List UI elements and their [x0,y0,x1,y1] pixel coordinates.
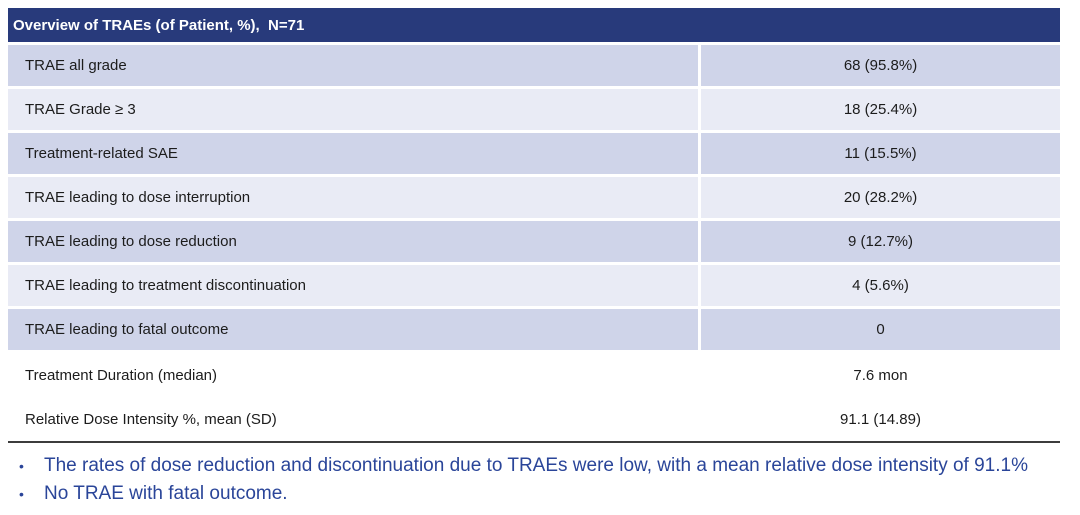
horizontal-rule [8,441,1060,443]
row-label: Treatment Duration (median) [8,353,698,397]
row-label: TRAE leading to dose reduction [8,221,698,262]
row-value: 91.1 (14.89) [701,397,1060,441]
row-value: 20 (28.2%) [701,177,1060,218]
row-value: 11 (15.5%) [701,133,1060,174]
row-value: 0 [701,309,1060,350]
row-label: Relative Dose Intensity %, mean (SD) [8,397,698,441]
note-line: • No TRAE with fatal outcome. [19,480,1060,508]
table-row: TRAE leading to dose interruption 20 (28… [8,177,1060,218]
table-title-bar: Overview of TRAEs (of Patient, %), N=71 [8,8,1060,42]
trae-overview-table: Overview of TRAEs (of Patient, %), N=71 … [8,8,1060,508]
row-label: Treatment-related SAE [8,133,698,174]
row-label: TRAE leading to treatment discontinuatio… [8,265,698,306]
table-row: Treatment-related SAE 11 (15.5%) [8,133,1060,174]
table-row: TRAE leading to fatal outcome 0 [8,309,1060,350]
table-row-summary: Treatment Duration (median) 7.6 mon [8,353,1060,397]
bullet-icon: • [19,458,24,474]
note-line: • The rates of dose reduction and discon… [19,452,1060,480]
row-label: TRAE leading to dose interruption [8,177,698,218]
row-label: TRAE all grade [8,45,698,86]
table-row: TRAE Grade ≥ 3 18 (25.4%) [8,89,1060,130]
row-value: 7.6 mon [701,353,1060,397]
table-row: TRAE leading to dose reduction 9 (12.7%) [8,221,1060,262]
bullet-icon: • [19,486,24,502]
table-row-summary: Relative Dose Intensity %, mean (SD) 91.… [8,397,1060,441]
row-value: 9 (12.7%) [701,221,1060,262]
row-label: TRAE Grade ≥ 3 [8,89,698,130]
row-value: 18 (25.4%) [701,89,1060,130]
table-title: Overview of TRAEs (of Patient, %), N=71 [13,16,305,34]
row-value: 4 (5.6%) [701,265,1060,306]
table-row: TRAE all grade 68 (95.8%) [8,45,1060,86]
note-text: No TRAE with fatal outcome. [44,483,288,504]
summary-notes: • The rates of dose reduction and discon… [8,443,1060,508]
table-row: TRAE leading to treatment discontinuatio… [8,265,1060,306]
row-value: 68 (95.8%) [701,45,1060,86]
row-label: TRAE leading to fatal outcome [8,309,698,350]
note-text: The rates of dose reduction and disconti… [44,455,1028,476]
